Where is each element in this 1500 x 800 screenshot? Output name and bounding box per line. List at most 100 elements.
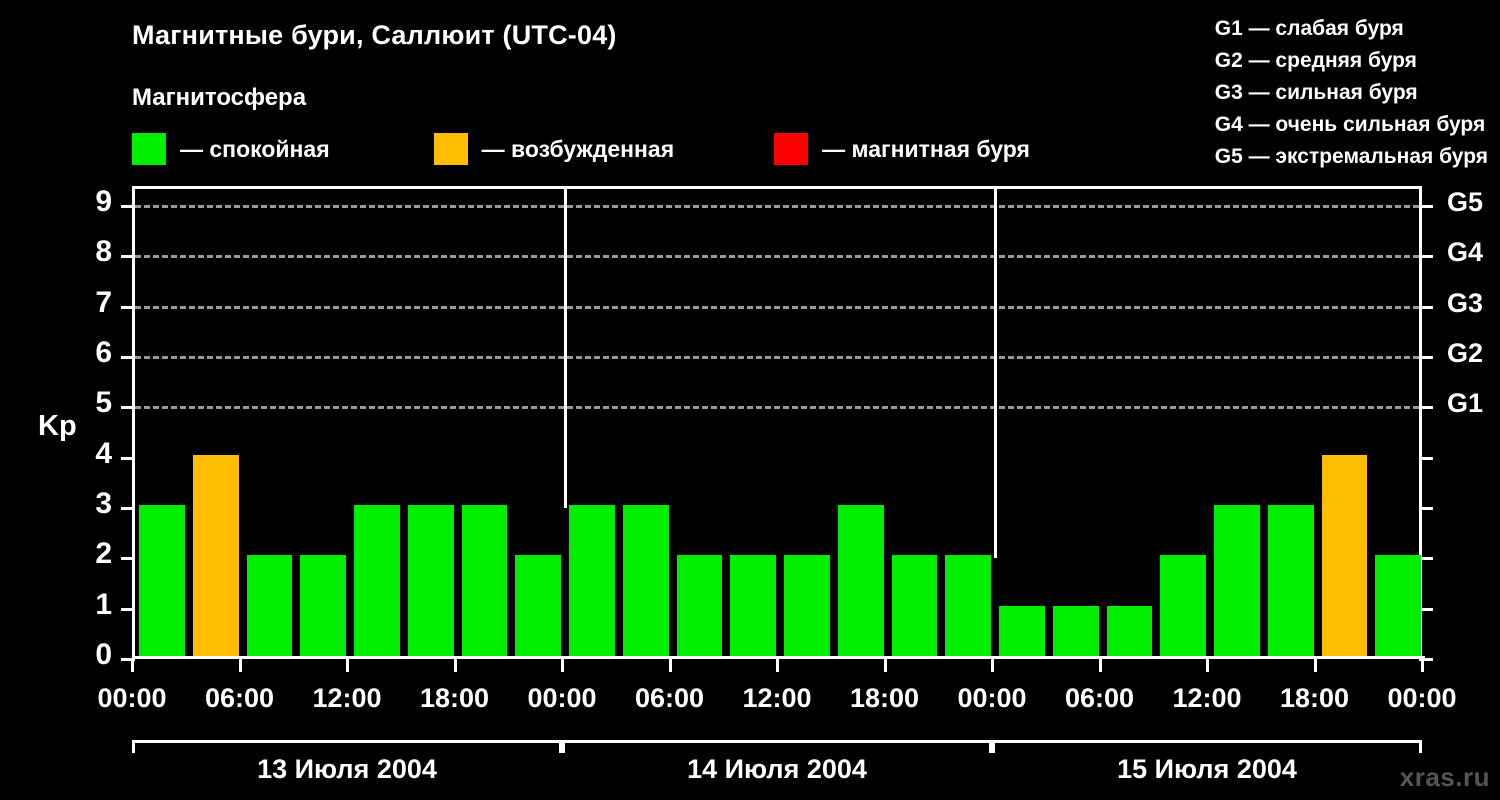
date-bracket-3 bbox=[992, 740, 1422, 753]
y-axis-label-6: 6 bbox=[95, 336, 112, 369]
x-tick-8 bbox=[991, 659, 994, 672]
g-scale-line-1: G1 — слабая буря bbox=[1214, 17, 1404, 40]
bar bbox=[569, 505, 615, 656]
plot-baseline bbox=[132, 656, 1425, 659]
x-tick-6 bbox=[776, 659, 779, 672]
x-axis-label-2: 12:00 bbox=[312, 683, 382, 713]
legend-item-unsettled: — возбужденная bbox=[433, 133, 675, 165]
g-axis-label-g5: G5 bbox=[1447, 187, 1484, 217]
kp-axis-title: Kp bbox=[38, 410, 77, 442]
bar bbox=[407, 505, 454, 656]
legend-item-storm: — магнитная буря bbox=[774, 133, 1030, 165]
x-tick-10 bbox=[1206, 659, 1209, 672]
bar bbox=[1321, 454, 1368, 656]
bar bbox=[246, 555, 293, 656]
date-bracket-1 bbox=[132, 740, 562, 753]
y-tick-right-9 bbox=[1419, 205, 1433, 208]
legend-swatch-storm-icon bbox=[774, 133, 809, 165]
bar bbox=[1160, 555, 1206, 656]
y-tick-right-3 bbox=[1419, 507, 1433, 510]
date-bracket-2 bbox=[562, 740, 992, 753]
x-tick-0 bbox=[131, 659, 134, 672]
x-axis-label-12: 00:00 bbox=[1387, 683, 1457, 713]
g-scale-line-5: G5 — экстремальная буря bbox=[1214, 145, 1488, 168]
bar bbox=[945, 555, 991, 656]
y-tick-4 bbox=[121, 456, 135, 460]
x-axis-label-10: 12:00 bbox=[1172, 683, 1242, 713]
g-scale-legend: G1 — слабая буря G2 — средняя буря G3 — си… bbox=[1215, 13, 1488, 173]
y-tick-right-2 bbox=[1419, 557, 1433, 561]
legend-label-unsettled: — возбужденная bbox=[481, 135, 675, 162]
bar bbox=[784, 555, 830, 656]
y-tick-right-4 bbox=[1419, 456, 1433, 460]
y-tick-8 bbox=[121, 255, 135, 259]
x-axis-label-11: 18:00 bbox=[1279, 683, 1350, 713]
g-axis-label-g1: G1 bbox=[1447, 388, 1484, 419]
page-title: Магнитные бури, Саллюит (UTC-04) bbox=[132, 20, 617, 50]
y-axis-label-3: 3 bbox=[95, 487, 112, 520]
gridline-kp-6 bbox=[135, 356, 1419, 359]
date-label-2: 14 Июля 2004 bbox=[687, 754, 867, 784]
magnetosphere-legend-title: Магнитосфера bbox=[132, 84, 307, 111]
g-scale-line-4: G4 — очень сильная буря bbox=[1214, 113, 1486, 136]
y-axis-label-7: 7 bbox=[95, 285, 112, 319]
g-axis-label-g3: G3 bbox=[1447, 287, 1484, 318]
legend-swatch-quiet-icon bbox=[132, 133, 166, 165]
x-tick-7 bbox=[883, 659, 887, 672]
gridline-kp-9 bbox=[135, 205, 1419, 208]
x-axis-label-5: 06:00 bbox=[634, 683, 705, 713]
y-axis-label-0: 0 bbox=[95, 638, 112, 671]
bar bbox=[1052, 605, 1099, 656]
bar bbox=[676, 555, 723, 656]
bar bbox=[300, 555, 346, 656]
y-tick-right-7 bbox=[1419, 305, 1433, 309]
x-tick-5 bbox=[668, 659, 672, 672]
bar bbox=[730, 555, 776, 656]
bar bbox=[354, 505, 400, 656]
bar bbox=[622, 505, 669, 656]
watermark: xras.ru bbox=[1399, 762, 1490, 792]
g-scale-line-2: G2 — средняя буря bbox=[1214, 49, 1417, 72]
y-tick-right-0 bbox=[1419, 658, 1433, 661]
y-tick-7 bbox=[121, 305, 135, 309]
legend-label-quiet: — спокойная bbox=[180, 135, 330, 162]
plot-frame bbox=[121, 186, 1433, 661]
y-tick-right-5 bbox=[1419, 406, 1433, 410]
x-tick-11 bbox=[1313, 659, 1317, 672]
magnetosphere-legend: — спокойная — возбужденная — магнитная бур… bbox=[132, 133, 1030, 165]
y-axis-label-1: 1 bbox=[95, 587, 112, 621]
bar bbox=[1106, 605, 1153, 656]
y-tick-right-6 bbox=[1419, 356, 1433, 359]
bar bbox=[891, 555, 938, 656]
legend-item-quiet: — спокойная bbox=[132, 133, 330, 165]
bar bbox=[192, 454, 239, 656]
legend-label-storm: — магнитная буря bbox=[822, 135, 1030, 162]
g-axis-label-g4: G4 bbox=[1447, 237, 1484, 268]
x-axis-label-1: 06:00 bbox=[204, 683, 275, 713]
x-tick-2 bbox=[346, 659, 349, 672]
bar bbox=[139, 505, 185, 656]
bar bbox=[999, 605, 1045, 656]
g-scale-line-3: G3 — сильная буря bbox=[1214, 81, 1418, 104]
y-tick-3 bbox=[121, 507, 135, 510]
y-axis-label-2: 2 bbox=[95, 537, 112, 571]
x-tick-3 bbox=[453, 659, 457, 672]
gridline-kp-8 bbox=[135, 255, 1419, 259]
y-tick-9 bbox=[121, 205, 135, 208]
x-axis-label-8: 00:00 bbox=[957, 683, 1027, 713]
y-tick-6 bbox=[121, 356, 135, 359]
y-tick-2 bbox=[121, 557, 135, 561]
x-axis-label-3: 18:00 bbox=[419, 683, 490, 713]
bar bbox=[1267, 505, 1314, 656]
y-tick-right-1 bbox=[1419, 607, 1433, 611]
x-tick-9 bbox=[1098, 659, 1102, 672]
y-tick-5 bbox=[121, 406, 135, 410]
y-tick-right-8 bbox=[1419, 255, 1433, 259]
y-axis-label-8: 8 bbox=[95, 235, 112, 269]
date-label-1: 13 Июля 2004 bbox=[257, 754, 437, 784]
y-tick-0 bbox=[121, 658, 135, 661]
x-axis-label-0: 00:00 bbox=[97, 683, 167, 713]
bar bbox=[1214, 505, 1260, 656]
g-axis-label-g2: G2 bbox=[1447, 338, 1484, 368]
